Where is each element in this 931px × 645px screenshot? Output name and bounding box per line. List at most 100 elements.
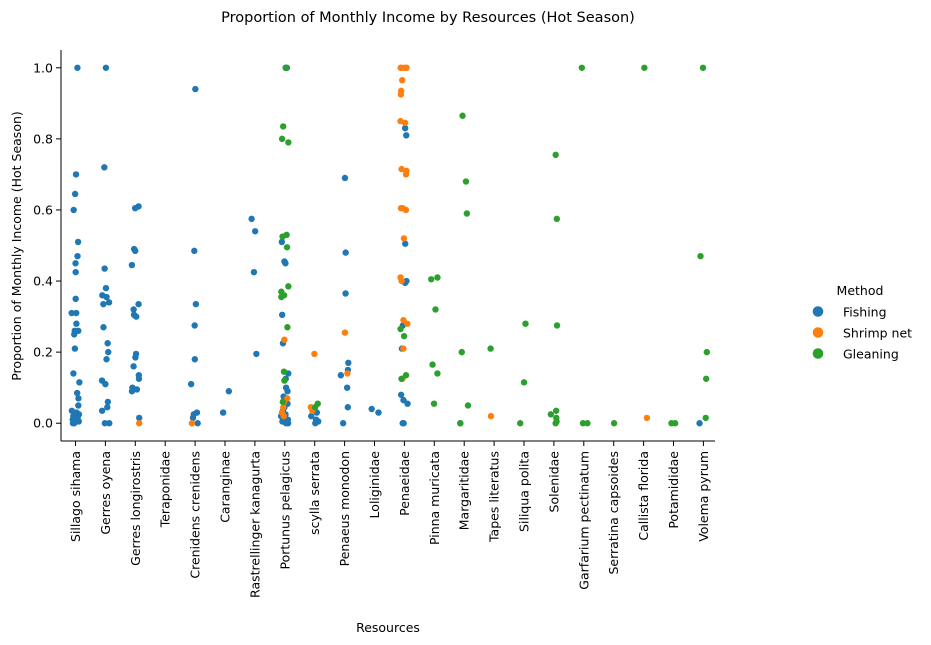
data-point-fishing <box>189 414 197 422</box>
data-point-gleaning <box>697 252 704 260</box>
data-point-fishing <box>130 306 137 313</box>
data-point-fishing <box>132 247 139 255</box>
data-point-gleaning <box>464 402 472 409</box>
data-point-gleaning <box>430 400 438 407</box>
x-tick-label: Serratina capsoides <box>606 451 621 575</box>
data-point-fishing <box>73 309 80 317</box>
data-points-layer <box>68 64 711 427</box>
x-tick-label: Tapes literatus <box>487 451 502 543</box>
data-point-fishing <box>102 284 110 292</box>
data-point-gleaning <box>279 233 286 240</box>
data-point-fishing <box>68 309 75 317</box>
data-point-gleaning <box>702 414 709 422</box>
chart-title: Proportion of Monthly Income by Resource… <box>221 10 635 26</box>
legend-marker <box>812 327 824 338</box>
data-point-gleaning <box>547 411 555 418</box>
data-point-gleaning <box>671 420 679 427</box>
x-tick-label: Caranginae <box>218 451 233 523</box>
x-tick-label: scylla serrata <box>307 451 322 535</box>
data-point-fishing <box>375 409 382 416</box>
data-point-gleaning <box>610 420 618 427</box>
data-point-fishing <box>106 420 113 427</box>
data-point-fishing <box>308 412 315 420</box>
data-point-gleaning <box>703 348 711 356</box>
data-point-fishing <box>101 164 108 171</box>
x-tick-label: Penaeus monodon <box>337 451 352 566</box>
data-point-fishing <box>339 420 347 427</box>
data-point-fishing <box>194 420 201 427</box>
data-point-shrimp-net <box>397 91 405 98</box>
data-point-gleaning <box>279 123 287 130</box>
data-point-fishing <box>368 405 375 413</box>
data-point-shrimp-net <box>402 206 410 214</box>
data-point-gleaning <box>462 178 470 185</box>
data-point-shrimp-net <box>135 420 143 427</box>
data-point-fishing <box>312 420 319 427</box>
data-point-fishing <box>282 260 289 267</box>
x-tick-label: Callista florida <box>636 451 651 541</box>
data-point-fishing <box>696 420 703 427</box>
data-point-fishing <box>104 398 112 406</box>
data-point-fishing <box>103 356 110 363</box>
data-point-fishing <box>72 171 80 178</box>
legend-marker <box>812 306 824 317</box>
data-point-gleaning <box>457 420 464 427</box>
data-point-shrimp-net <box>341 329 349 336</box>
data-point-shrimp-net <box>404 320 411 327</box>
x-tick-label: Garfarium pectinatum <box>576 451 591 590</box>
data-point-gleaning <box>699 64 707 71</box>
data-point-fishing <box>250 268 258 276</box>
data-point-gleaning <box>278 135 286 143</box>
x-tick-label: Gerres oyena <box>98 451 113 535</box>
data-point-fishing <box>131 204 139 212</box>
data-point-fishing <box>344 404 352 411</box>
data-point-gleaning <box>520 379 528 386</box>
data-point-fishing <box>187 380 195 388</box>
data-point-gleaning <box>522 320 529 327</box>
data-point-fishing <box>191 322 198 329</box>
data-point-gleaning <box>553 215 561 223</box>
data-point-gleaning <box>397 325 404 333</box>
data-point-gleaning <box>432 306 439 313</box>
legend-marker <box>812 348 824 359</box>
data-point-fishing <box>70 206 77 214</box>
data-point-shrimp-net <box>344 370 351 377</box>
data-point-gleaning <box>487 345 494 352</box>
data-point-fishing <box>225 388 233 395</box>
data-point-fishing <box>248 215 255 223</box>
data-point-fishing <box>251 228 259 235</box>
data-point-shrimp-net <box>487 412 495 420</box>
y-tick-label: 0.6 <box>33 202 53 217</box>
data-point-fishing <box>76 379 83 386</box>
legend-label: Shrimp net <box>843 326 912 341</box>
x-tick-label: Crenidens crenidens <box>188 451 203 579</box>
data-point-fishing <box>345 359 352 366</box>
x-tick-label: Penaeidae <box>397 451 412 516</box>
x-tick-label: Rastrellinger kanagurta <box>247 451 262 598</box>
data-point-fishing <box>74 252 81 260</box>
data-point-fishing <box>128 261 136 269</box>
data-point-fishing <box>191 247 198 255</box>
data-point-fishing <box>403 132 410 139</box>
data-point-fishing <box>73 389 81 397</box>
data-point-gleaning <box>279 398 287 406</box>
data-point-fishing <box>74 64 81 71</box>
data-point-gleaning <box>702 375 710 382</box>
legend-title: Method <box>837 283 884 298</box>
data-point-fishing <box>343 384 351 391</box>
data-point-shrimp-net <box>401 119 409 127</box>
data-point-fishing <box>342 290 349 297</box>
x-tick-label: Teraponidae <box>158 451 173 529</box>
y-tick-label: 0.2 <box>33 345 53 360</box>
data-point-fishing <box>75 402 82 409</box>
data-point-gleaning <box>463 210 471 217</box>
data-point-gleaning <box>285 139 292 146</box>
data-point-fishing <box>135 300 142 308</box>
data-point-fishing <box>337 372 345 379</box>
data-point-fishing <box>71 331 78 338</box>
legend-label: Fishing <box>843 305 887 320</box>
data-point-fishing <box>98 407 106 414</box>
data-point-gleaning <box>429 361 436 368</box>
data-point-fishing <box>72 260 79 267</box>
